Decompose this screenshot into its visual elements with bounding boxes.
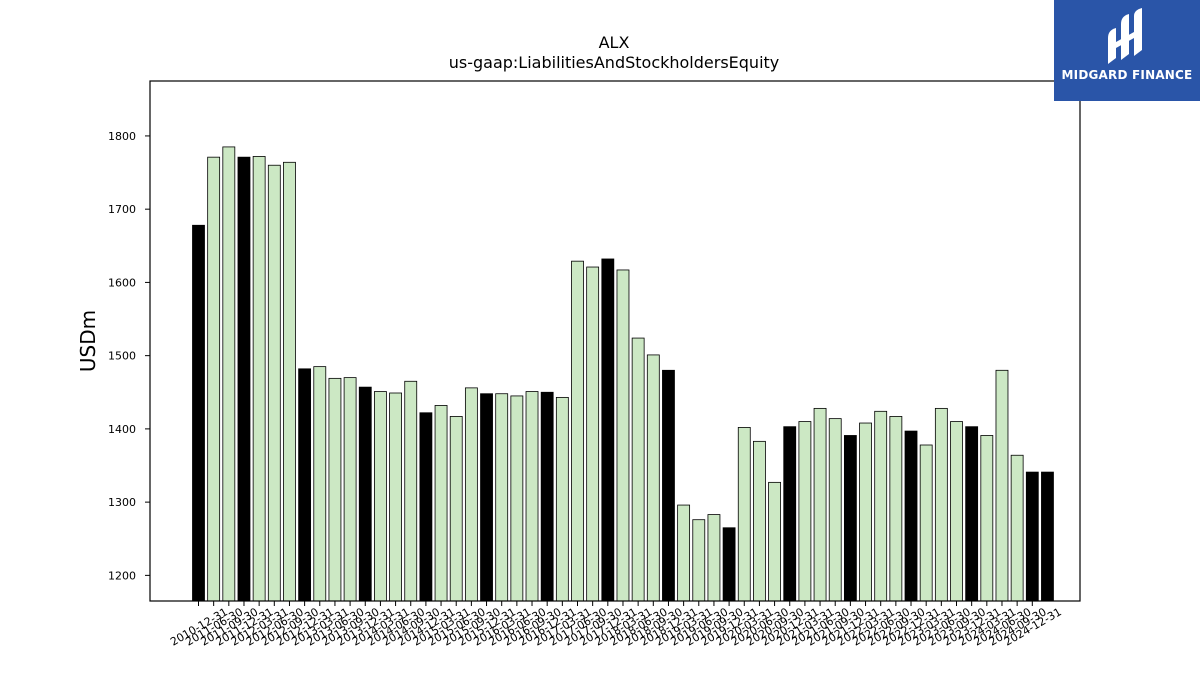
bar xyxy=(510,395,524,602)
y-axis-ticks: 1200 1300 1400 1500 1600 1700 1800 xyxy=(108,130,150,582)
bar xyxy=(389,392,402,602)
bar xyxy=(783,426,797,602)
bar xyxy=(555,396,569,602)
bar xyxy=(646,354,660,602)
bar xyxy=(571,260,584,602)
bar xyxy=(950,421,963,602)
bar xyxy=(419,412,433,602)
bar xyxy=(586,266,600,602)
y-tick-label: 1500 xyxy=(108,350,136,363)
bar xyxy=(692,519,706,602)
bar xyxy=(631,337,645,602)
bar xyxy=(192,224,205,602)
bar xyxy=(662,369,675,602)
bar xyxy=(904,430,918,602)
bar xyxy=(601,258,615,602)
bar xyxy=(267,164,281,602)
bar xyxy=(737,427,751,602)
bar xyxy=(828,418,842,602)
bar xyxy=(343,377,357,602)
bar xyxy=(252,156,266,602)
midgard-logo-icon xyxy=(1108,8,1142,64)
bar xyxy=(980,435,994,602)
bar xyxy=(995,369,1009,602)
bar xyxy=(540,391,554,602)
bar xyxy=(1010,454,1024,602)
y-axis-label: USDm xyxy=(76,310,100,372)
x-axis-ticks: 2010-12-312011-06-302011-09-302011-12-31… xyxy=(168,601,1064,649)
bar xyxy=(374,391,387,602)
bar xyxy=(798,421,812,602)
bar xyxy=(707,514,721,602)
bar xyxy=(843,435,857,602)
bar xyxy=(753,440,766,602)
chart-subtitle: us-gaap:LiabilitiesAndStockholdersEquity xyxy=(449,53,780,72)
bar xyxy=(480,393,493,602)
bar xyxy=(722,527,736,602)
y-tick-label: 1700 xyxy=(108,203,136,216)
bar xyxy=(449,416,463,602)
bar xyxy=(525,391,539,602)
y-tick-label: 1400 xyxy=(108,423,136,436)
bar xyxy=(919,444,933,602)
y-tick-label: 1200 xyxy=(108,569,136,582)
bar xyxy=(358,386,372,602)
bar xyxy=(404,380,418,602)
bar xyxy=(1025,471,1039,602)
bar xyxy=(464,387,478,602)
bar xyxy=(874,410,888,602)
bar xyxy=(677,504,691,602)
brand-name: MIDGARD FINANCE xyxy=(1061,68,1193,82)
y-tick-label: 1600 xyxy=(108,276,136,289)
bar xyxy=(495,393,509,602)
bar xyxy=(889,416,903,602)
bar xyxy=(298,368,312,602)
bar xyxy=(1041,471,1054,602)
bar xyxy=(859,422,872,602)
bar xyxy=(222,146,236,602)
bar xyxy=(237,156,251,602)
plot-frame xyxy=(149,80,1081,602)
bar xyxy=(934,407,948,602)
bars-group xyxy=(192,146,1054,602)
bar xyxy=(616,269,630,602)
bar xyxy=(283,161,296,602)
bar xyxy=(313,366,327,602)
bar xyxy=(434,405,448,602)
bar xyxy=(328,377,342,602)
y-tick-label: 1300 xyxy=(108,496,136,509)
bar xyxy=(207,156,221,602)
bar xyxy=(768,481,781,602)
y-tick-label: 1800 xyxy=(108,130,136,143)
bar xyxy=(813,407,827,602)
bar xyxy=(965,426,979,602)
brand-logo: MIDGARD FINANCE xyxy=(1054,0,1200,101)
chart-title: ALX xyxy=(599,33,630,52)
